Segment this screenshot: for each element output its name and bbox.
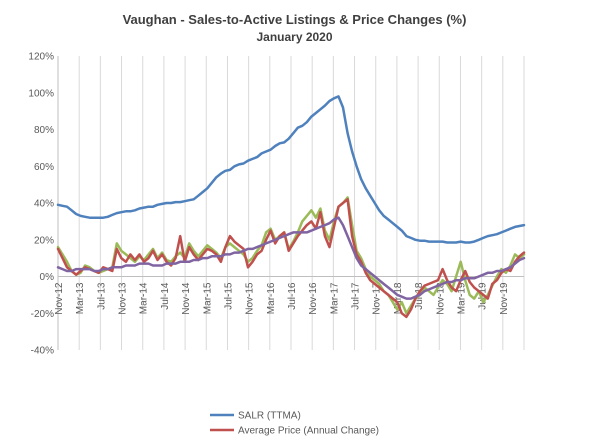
x-tick-label: Nov-18 [435, 282, 446, 315]
chart-title: Vaughan - Sales-to-Active Listings & Pri… [123, 12, 467, 27]
y-tick-label: -40% [31, 346, 54, 357]
x-tick-label: Jul-16 [287, 282, 298, 310]
x-tick-label: Mar-13 [75, 282, 86, 314]
legend: SALR (TTMA) Average Price (Annual Change) [210, 411, 379, 437]
series-line [56, 198, 526, 319]
y-tick-label: 20% [34, 235, 54, 246]
x-tick-label: Mar-18 [393, 282, 404, 314]
x-tick-label: Nov-19 [499, 282, 510, 315]
series-lines [56, 95, 526, 319]
y-tick-label: 60% [34, 162, 54, 173]
y-tick-label: 0% [40, 272, 55, 283]
x-tick-label: Nov-12 [54, 282, 65, 315]
y-tick-label: 80% [34, 125, 54, 136]
x-tick-label: Mar-16 [266, 282, 277, 314]
x-tick-label: Jul-14 [160, 282, 171, 310]
y-axis-labels: 120% 100% 80% 60% 40% 20% 0% -20% -40% [28, 52, 54, 357]
series-line [56, 216, 526, 300]
x-tick-label: Mar-14 [139, 282, 150, 314]
series-line [56, 95, 526, 244]
y-tick-label: 100% [28, 88, 54, 99]
x-tick-label: Nov-13 [118, 282, 129, 315]
x-tick-label: Nov-15 [245, 282, 256, 315]
x-tick-label: Jul-17 [351, 282, 362, 310]
y-tick-label: -20% [31, 309, 54, 320]
x-tick-label: Nov-14 [181, 282, 192, 315]
x-tick-label: Mar-17 [329, 282, 340, 314]
x-axis-labels: Nov-12 Mar-13 Jul-13 Nov-13 Mar-14 Jul-14 Nov-… [54, 282, 510, 315]
x-tick-label: Jul-15 [223, 282, 234, 310]
x-tick-label: Nov-16 [308, 282, 319, 315]
grid-lines [57, 56, 525, 350]
y-tick-label: 40% [34, 199, 54, 210]
chart-subtitle: January 2020 [256, 30, 332, 44]
legend-label: SALR (TTMA) [238, 411, 301, 422]
legend-label: Average Price (Annual Change) [238, 426, 379, 437]
x-tick-label: Mar-19 [456, 282, 467, 314]
x-tick-label: Jul-13 [96, 282, 107, 310]
x-tick-label: Mar-15 [202, 282, 213, 314]
x-tick-label: Nov-17 [372, 282, 383, 315]
y-tick-label: 120% [28, 52, 54, 63]
